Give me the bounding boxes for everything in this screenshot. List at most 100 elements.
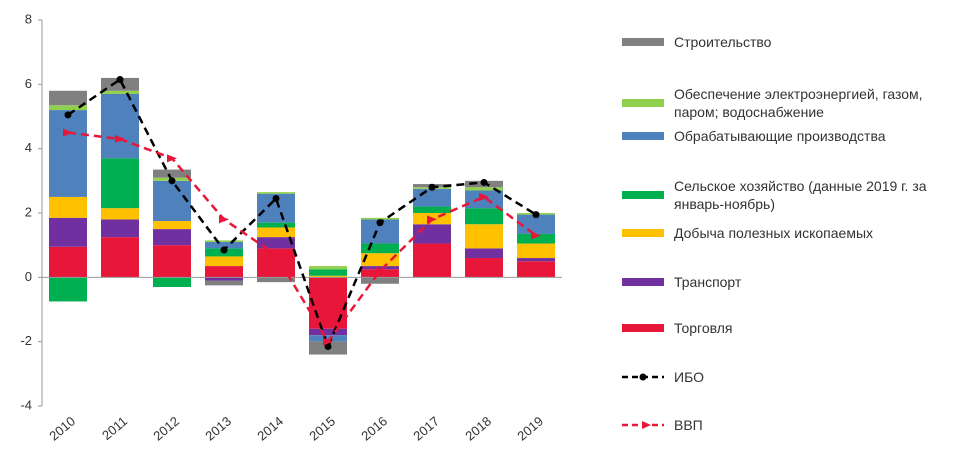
bar-segment <box>49 246 87 278</box>
line <box>67 77 537 350</box>
legend-swatch <box>622 373 664 381</box>
bar-segment <box>517 243 555 259</box>
bar-segment <box>153 180 191 222</box>
y-tick-label: 2 <box>25 204 32 219</box>
bar-segment <box>205 256 243 267</box>
bar-segment <box>257 192 295 194</box>
y-tick-label: -4 <box>20 397 32 412</box>
bar-segment <box>413 224 451 244</box>
legend-swatch <box>622 99 664 107</box>
bar-segment <box>49 105 87 111</box>
bar-segment <box>413 243 451 278</box>
bar-segment <box>49 277 87 302</box>
bar-segment <box>465 248 503 259</box>
line-marker <box>272 195 280 203</box>
bar-segment <box>101 237 139 278</box>
bar-segment <box>101 93 139 159</box>
legend-label: Добыча полезных ископаемых <box>674 225 874 241</box>
legend-swatch-rect <box>622 191 664 199</box>
legend-item: Транспорт <box>620 273 954 291</box>
bar-segment <box>153 169 191 178</box>
bar-segment <box>413 188 451 207</box>
line-marker <box>219 215 229 224</box>
legend-label: Торговля <box>674 320 733 336</box>
y-tick-label: -2 <box>20 333 32 348</box>
line-marker <box>531 231 541 240</box>
legend-swatch <box>622 421 664 429</box>
bar-segment <box>101 208 139 220</box>
bar-segment <box>101 219 139 238</box>
bar-segment <box>517 261 555 278</box>
legend-item: Торговля <box>620 319 954 337</box>
legend-label: Сельское хозяйство (данные 2019 г. за ян… <box>674 178 927 212</box>
legend-marker <box>642 421 651 429</box>
y-tick-label: 8 <box>25 11 32 26</box>
legend-item: Обеспечение электроэнергией, газом, паро… <box>620 85 954 121</box>
x-tick-label: 2012 <box>150 413 182 443</box>
bar-segment <box>257 222 295 228</box>
legend-item: Сельское хозяйство (данные 2019 г. за ян… <box>620 177 954 213</box>
legend-item: Строительство <box>620 33 954 51</box>
bar-segment <box>257 277 295 283</box>
bar-segment <box>309 328 347 336</box>
x-tick-label: 2014 <box>254 413 286 443</box>
bar-segment <box>153 245 191 278</box>
legend-item: ВВП <box>620 416 954 434</box>
legend-item: Добыча полезных ископаемых <box>620 224 954 242</box>
line-marker <box>168 177 176 185</box>
legend-swatch <box>622 38 664 46</box>
bar-segment <box>153 277 191 287</box>
bar-segment <box>101 90 139 94</box>
bar-segment <box>257 248 295 278</box>
legend-swatch-rect <box>622 132 664 140</box>
bar-segment <box>413 206 451 213</box>
legend-label: ИБО <box>674 369 704 385</box>
bar-segment <box>361 243 399 254</box>
bar-segment <box>101 77 139 91</box>
bar-segment <box>153 221 191 230</box>
bar-segment <box>465 224 503 249</box>
line-marker <box>427 215 437 224</box>
x-tick-label: 2011 <box>99 413 130 442</box>
legend-label: Транспорт <box>674 274 742 290</box>
bar-segment <box>517 233 555 244</box>
bar-segment <box>309 275 347 278</box>
bar-segment <box>309 266 347 270</box>
line <box>67 131 537 344</box>
line-marker <box>375 266 385 275</box>
legend-swatch <box>622 132 664 140</box>
line-marker <box>167 154 177 163</box>
line-marker <box>323 337 333 346</box>
legend-marker <box>639 373 647 381</box>
line-marker <box>271 250 281 259</box>
bar-segment <box>153 229 191 246</box>
legend-swatch-rect <box>622 229 664 237</box>
bar-segment <box>205 241 243 249</box>
chart: -4 -2 0 2 4 6 8 2010 2011 2012 2013 2014 2015 2016 201… <box>20 11 562 444</box>
bar-segment <box>361 277 399 284</box>
bar-segment <box>257 227 295 238</box>
legend-label: Строительство <box>674 34 772 50</box>
x-tick-label: 2010 <box>46 413 78 443</box>
bar-segment <box>361 266 399 270</box>
legend-label: Обрабатывающие производства <box>674 128 886 144</box>
bar-segment <box>205 266 243 278</box>
line-marker <box>428 183 436 191</box>
y-tick-label: 6 <box>25 76 32 91</box>
legend-label: Обеспечение электроэнергией, газом, паро… <box>674 86 923 120</box>
bar-segment <box>49 196 87 218</box>
x-tick-label: 2018 <box>462 413 494 443</box>
line-marker <box>532 211 540 219</box>
line-marker <box>220 246 228 254</box>
bar-segment <box>361 253 399 267</box>
bar-segment <box>465 190 503 209</box>
bar-segment <box>257 237 295 249</box>
x-tick-label: 2016 <box>358 413 390 443</box>
legend-swatch-rect <box>622 99 664 107</box>
line-marker <box>324 342 332 350</box>
bar-segment <box>465 208 503 225</box>
legend-swatch <box>622 229 664 237</box>
bar-segment <box>517 214 555 234</box>
line-marker <box>116 76 124 84</box>
line-marker <box>115 135 125 144</box>
